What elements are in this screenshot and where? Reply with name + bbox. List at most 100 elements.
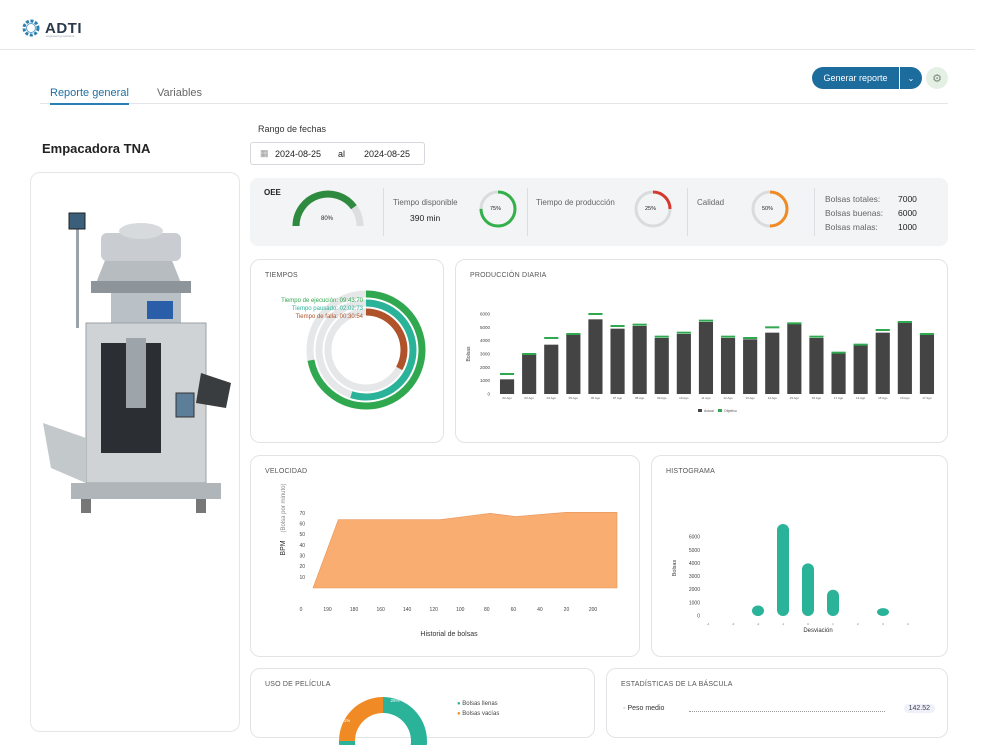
tab-variables[interactable]: Variables (157, 87, 203, 99)
x-tick-label: 100 (456, 607, 465, 613)
available-percent: 75% (490, 206, 502, 212)
bar-target (875, 329, 890, 331)
y-tick-label: 0 (697, 614, 700, 620)
slice-label: 1% (344, 718, 351, 723)
bar-target (720, 335, 736, 338)
divider (527, 188, 528, 236)
y-tick-label: 1000 (480, 378, 491, 383)
y-tick-label: 2000 (480, 365, 491, 370)
hist-bar (827, 589, 839, 616)
bar-actual (809, 338, 824, 394)
x-tick-label: 1 (832, 622, 834, 626)
velocidad-area-chart: 10 20 30 40 50 60 70 BPM (Bolsa por minuto) 0 190 1… (280, 484, 618, 638)
bad-bags-value: 1000 (898, 222, 917, 232)
bascula-row: ◦ Peso medio 142.52 (623, 704, 935, 715)
bar-target (787, 322, 802, 325)
bar-actual (787, 323, 802, 394)
x-tick-label: 16 Ago (812, 396, 822, 400)
pelicula-title: USO DE PELÍCULA (265, 681, 331, 688)
bar-actual (588, 319, 603, 394)
y-tick-label: 6000 (480, 312, 491, 317)
bar-actual (720, 338, 736, 394)
bar-actual (632, 326, 647, 394)
x-tick-label: 80 (484, 607, 490, 613)
x-tick-label: 160 (376, 607, 385, 613)
bar-actual (853, 344, 868, 394)
y-tick-label: 3000 (480, 352, 491, 357)
date-from[interactable]: 2024-08-25 (275, 149, 322, 159)
x-tick-label: 11 Ago (701, 396, 710, 400)
date-range-picker[interactable]: ▦ 2024-08-25 al 2024-08-25 (250, 142, 425, 165)
divider (814, 188, 815, 236)
x-tick-label: 17 Ago (922, 396, 932, 400)
x-tick-label: 120 (430, 607, 439, 613)
bascula-card: ESTADÍSTICAS DE LA BÁSCULA ◦ Peso medio … (606, 668, 948, 738)
generate-report-button[interactable]: Generar reporte (812, 67, 899, 89)
date-to[interactable]: 2024-08-25 (364, 149, 411, 159)
x-tick-label: 10 Ago (679, 396, 689, 400)
tiempos-row-failure: Tiempo de falla: 00:30:54 (295, 314, 364, 320)
x-tick-label: 3 (882, 622, 884, 626)
bar-target (610, 325, 625, 327)
tiempos-ring-chart (306, 290, 426, 410)
x-tick-label: 03 Ago (524, 396, 534, 400)
top-bar: ADTI engineering solutions (0, 0, 975, 50)
tab-reporte-general[interactable]: Reporte general (50, 87, 129, 105)
date-separator: al (338, 149, 346, 159)
brand-tagline: engineering solutions (46, 34, 75, 38)
settings-button[interactable]: ⚙ (926, 67, 948, 89)
bar-target (544, 337, 559, 339)
y-tick-label: 60 (299, 522, 305, 528)
report-dropdown-button[interactable]: ⌄ (900, 67, 922, 89)
produccion-bar-chart: Bolsas 0 1000 2000 3000 4000 5000 6000 02 Ago 03 … (466, 312, 935, 413)
x-tick-label: 17 Ago (834, 396, 844, 400)
bar-target (676, 331, 691, 334)
tab-bar: Reporte general Variables (40, 86, 948, 105)
machine-title: Empacadora TNA (42, 141, 151, 156)
bascula-title: ESTADÍSTICAS DE LA BÁSCULA (621, 681, 733, 688)
date-range-label: Rango de fechas (258, 124, 327, 134)
y-tick-label: 0 (487, 392, 490, 397)
y-tick-label: 70 (299, 511, 305, 517)
pelicula-card: USO DE PELÍCULA 25% 1% ● Bolsas llenas ● … (250, 668, 595, 745)
hist-bar (777, 524, 789, 616)
y-tick-label: 40 (299, 543, 305, 549)
bar-target (522, 353, 537, 355)
y-axis-sublabel: (Bolsa por minuto) (281, 484, 287, 533)
bar-actual (919, 334, 935, 394)
x-tick-label: 04 Ago (547, 396, 557, 400)
bullet-icon: ◦ (623, 705, 626, 712)
brand-logo[interactable]: ADTI (20, 17, 82, 39)
legend-swatch-target (718, 409, 722, 412)
bad-bags-label: Bolsas malas: (825, 222, 878, 232)
x-tick-label: 40 (537, 607, 543, 613)
brand-name: ADTI (45, 19, 82, 37)
y-tick-label: 2000 (689, 587, 700, 593)
bar-actual (765, 332, 780, 394)
x-axis-label: Historial de bolsas (420, 631, 478, 638)
divider (383, 188, 384, 236)
y-tick-label: 30 (299, 554, 305, 560)
bascula-row-value: 142.52 (903, 704, 935, 713)
packaging-machine-image (43, 212, 231, 513)
tiempos-legend: Tiempo de ejecución: 09:43:70 Tiempo pau… (261, 297, 363, 321)
histograma-bar-chart: 0 1000 2000 3000 4000 5000 6000 Bolsas -4 -3 -2 -1 0… (672, 524, 909, 634)
x-tick-label: 140 (403, 607, 412, 613)
chevron-down-icon: ⌄ (907, 73, 915, 83)
production-percent: 25% (645, 206, 657, 212)
good-bags-value: 6000 (898, 208, 917, 218)
bar-actual (897, 322, 912, 394)
oee-value: 80% (321, 216, 334, 222)
bar-actual (499, 379, 515, 394)
good-bags-label: Bolsas buenas: (825, 208, 884, 218)
y-tick-label: 1000 (689, 600, 700, 606)
bar-actual (875, 332, 890, 394)
y-tick-label: 4000 (480, 338, 491, 343)
dotted-leader (689, 711, 885, 712)
production-ring (634, 190, 672, 228)
bar-target (588, 313, 603, 315)
y-tick-label: 5000 (689, 548, 700, 554)
bag-count-values: 7000 6000 1000 (898, 192, 917, 234)
hist-bar (877, 608, 889, 616)
x-tick-label: 06 Ago (591, 396, 601, 400)
